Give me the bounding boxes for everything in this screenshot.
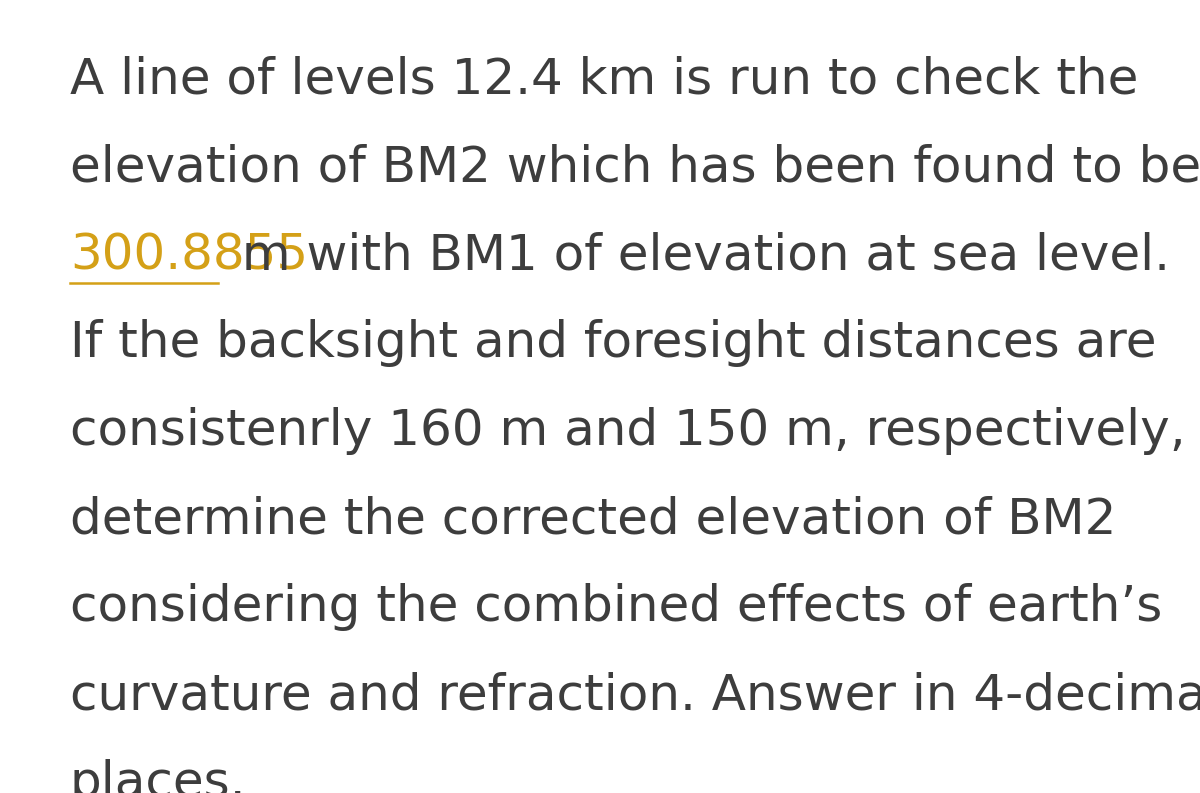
Text: A line of levels 12.4 km is run to check the: A line of levels 12.4 km is run to check… — [70, 55, 1139, 103]
Text: elevation of BM2 which has been found to be: elevation of BM2 which has been found to… — [70, 143, 1200, 191]
Text: places.: places. — [70, 759, 247, 793]
Text: 300.8855: 300.8855 — [70, 231, 308, 279]
Text: If the backsight and foresight distances are: If the backsight and foresight distances… — [70, 319, 1157, 367]
Text: curvature and refraction. Answer in 4-decimal: curvature and refraction. Answer in 4-de… — [70, 671, 1200, 719]
Text: m with BM1 of elevation at sea level.: m with BM1 of elevation at sea level. — [226, 231, 1170, 279]
Text: consistenrly 160 m and 150 m, respectively,: consistenrly 160 m and 150 m, respective… — [70, 407, 1186, 455]
Text: considering the combined effects of earth’s: considering the combined effects of eart… — [70, 583, 1163, 631]
Text: determine the corrected elevation of BM2: determine the corrected elevation of BM2 — [70, 495, 1116, 543]
